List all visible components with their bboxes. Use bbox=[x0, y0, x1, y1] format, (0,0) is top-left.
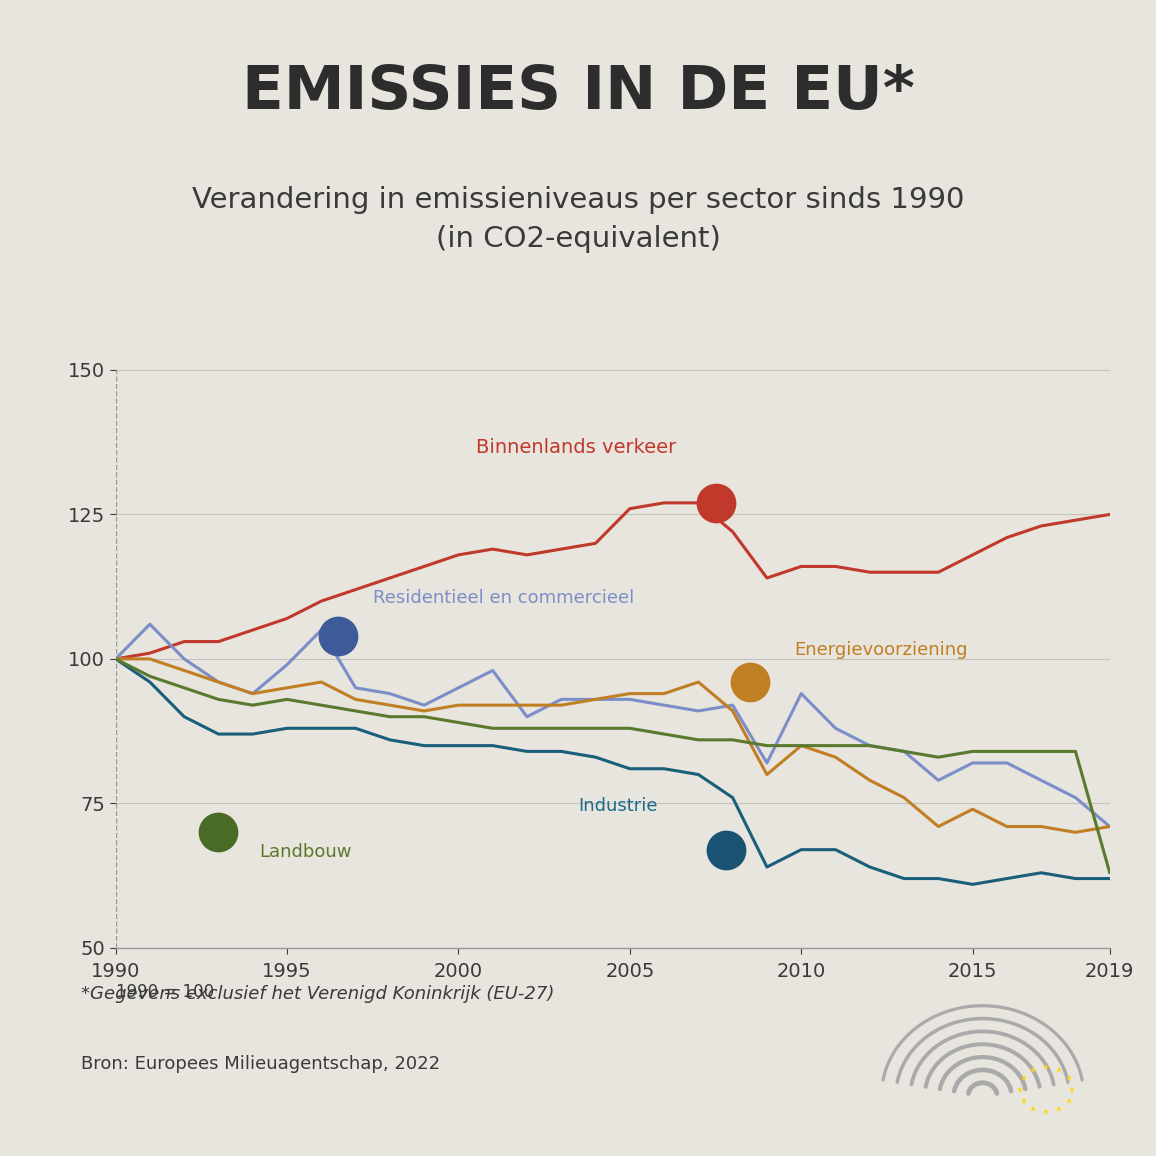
Text: EMISSIES IN DE EU*: EMISSIES IN DE EU* bbox=[242, 62, 914, 123]
Text: 1990 = 100: 1990 = 100 bbox=[116, 983, 214, 1001]
Text: Energievoorziening: Energievoorziening bbox=[794, 640, 968, 659]
Text: Industrie: Industrie bbox=[578, 796, 658, 815]
Point bbox=[209, 823, 228, 842]
Text: Bron: Europees Milieuagentschap, 2022: Bron: Europees Milieuagentschap, 2022 bbox=[81, 1054, 440, 1073]
Point bbox=[717, 840, 735, 859]
Point bbox=[741, 673, 759, 691]
Text: *Gegevens exclusief het Verenigd Koninkrijk (EU-27): *Gegevens exclusief het Verenigd Koninkr… bbox=[81, 985, 554, 1003]
Text: Binnenlands verkeer: Binnenlands verkeer bbox=[475, 438, 676, 457]
Text: Landbouw: Landbouw bbox=[260, 843, 353, 861]
Text: Verandering in emissieniveaus per sector sinds 1990
(in CO2-equivalent): Verandering in emissieniveaus per sector… bbox=[192, 186, 964, 253]
Point bbox=[706, 494, 725, 512]
Text: Residentieel en commercieel: Residentieel en commercieel bbox=[372, 588, 633, 607]
Point bbox=[329, 627, 348, 645]
